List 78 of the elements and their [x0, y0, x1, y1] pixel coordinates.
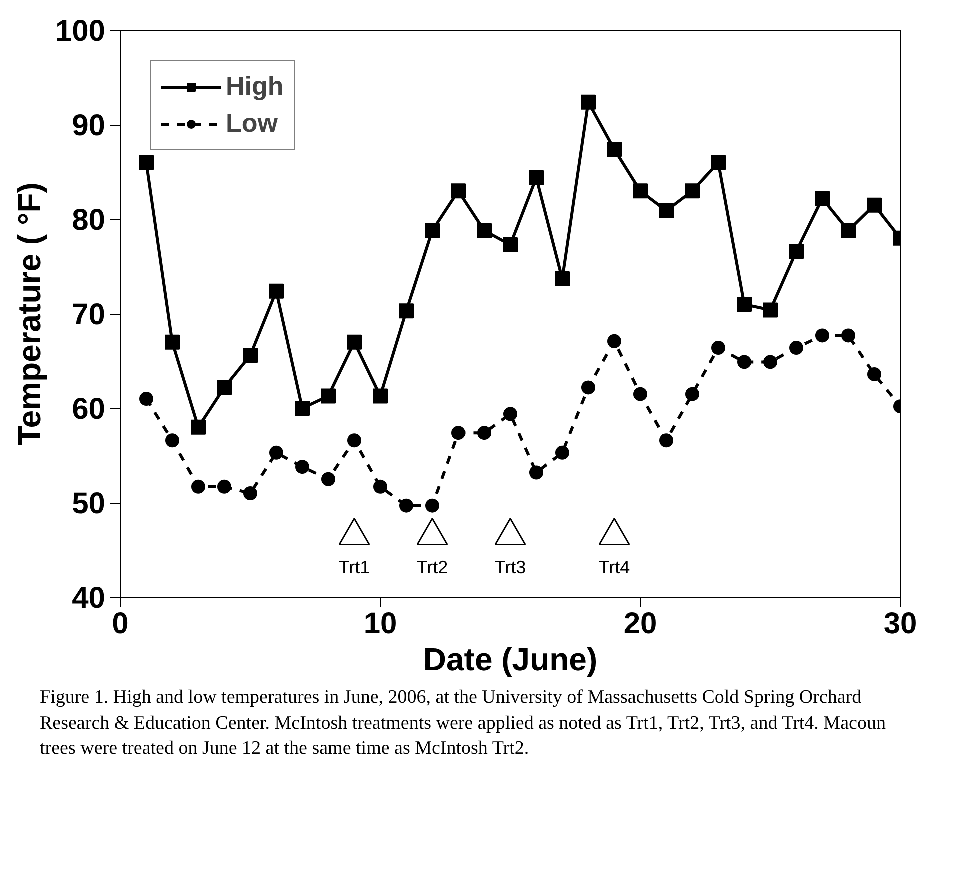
point [764, 355, 778, 370]
point [243, 348, 258, 364]
caption: Figure 1. High and low temperatures in June, 2006, at the University of Massachusetts Cold Spring Orchard Research & Education Center. McIntosh treatments were applied as noted as Trt1, Trt2, Trt3, and Trt4. Macoun trees were treated on June 12 at the same time as McIntosh Trt2. [40, 686, 887, 762]
point [790, 341, 804, 356]
point [504, 407, 518, 422]
y-tick-label: 100 [55, 15, 106, 48]
point [295, 401, 310, 416]
point [425, 223, 440, 238]
point [478, 426, 492, 440]
point [582, 380, 596, 395]
point [399, 304, 414, 319]
point [217, 380, 232, 396]
legend-label: High [226, 71, 284, 102]
annotation: Trt2 [416, 557, 448, 578]
point [686, 387, 700, 402]
x-tick-label: 0 [112, 608, 129, 640]
point [296, 460, 310, 474]
annotation: Trt4 [598, 557, 630, 578]
y-axis-title: Temperature ( °F) [11, 182, 48, 446]
point [400, 498, 414, 513]
y-tick-label: 50 [72, 488, 106, 520]
point [139, 155, 154, 170]
y-tick-label: 40 [72, 582, 106, 615]
point [140, 392, 154, 406]
point [165, 334, 180, 350]
point [816, 328, 830, 343]
x-tick-label: 30 [884, 608, 918, 640]
point [660, 434, 674, 448]
x-tick-label: 10 [364, 608, 398, 640]
point [685, 184, 700, 199]
point [581, 94, 596, 110]
point [659, 203, 674, 218]
point [477, 223, 492, 238]
x-tick-label: 20 [624, 608, 658, 640]
point [322, 472, 336, 486]
point [166, 434, 180, 448]
point [867, 198, 882, 213]
point [763, 302, 778, 318]
point [270, 446, 284, 460]
point [634, 387, 648, 402]
point [452, 426, 466, 440]
point [555, 272, 570, 287]
point [608, 334, 622, 348]
point [815, 191, 830, 206]
point [348, 434, 362, 448]
y-tick-label: 90 [72, 110, 106, 142]
point [711, 155, 726, 170]
point [191, 420, 206, 435]
point [269, 284, 284, 299]
point [347, 334, 362, 350]
point [451, 184, 466, 199]
point [633, 184, 648, 199]
point [789, 244, 804, 260]
point [842, 328, 856, 343]
point [556, 446, 570, 460]
point [868, 367, 882, 382]
annotation: Trt3 [494, 557, 526, 578]
point [426, 498, 440, 513]
point [737, 297, 752, 312]
point [192, 480, 206, 494]
y-tick-label: 80 [72, 204, 106, 237]
point [218, 480, 232, 494]
annotation: Trt1 [338, 557, 370, 578]
point [712, 341, 726, 356]
point [244, 486, 258, 501]
legend-label: Low [226, 108, 278, 139]
point [373, 388, 388, 404]
x-axis-title: Date (June) [423, 642, 598, 678]
point [503, 238, 518, 253]
point [607, 142, 622, 158]
point [530, 466, 544, 480]
point [374, 480, 388, 494]
point [529, 170, 544, 186]
point [841, 223, 856, 238]
y-tick-label: 70 [72, 298, 106, 332]
point [738, 355, 752, 370]
y-tick-label: 60 [72, 393, 106, 426]
point [321, 388, 336, 404]
